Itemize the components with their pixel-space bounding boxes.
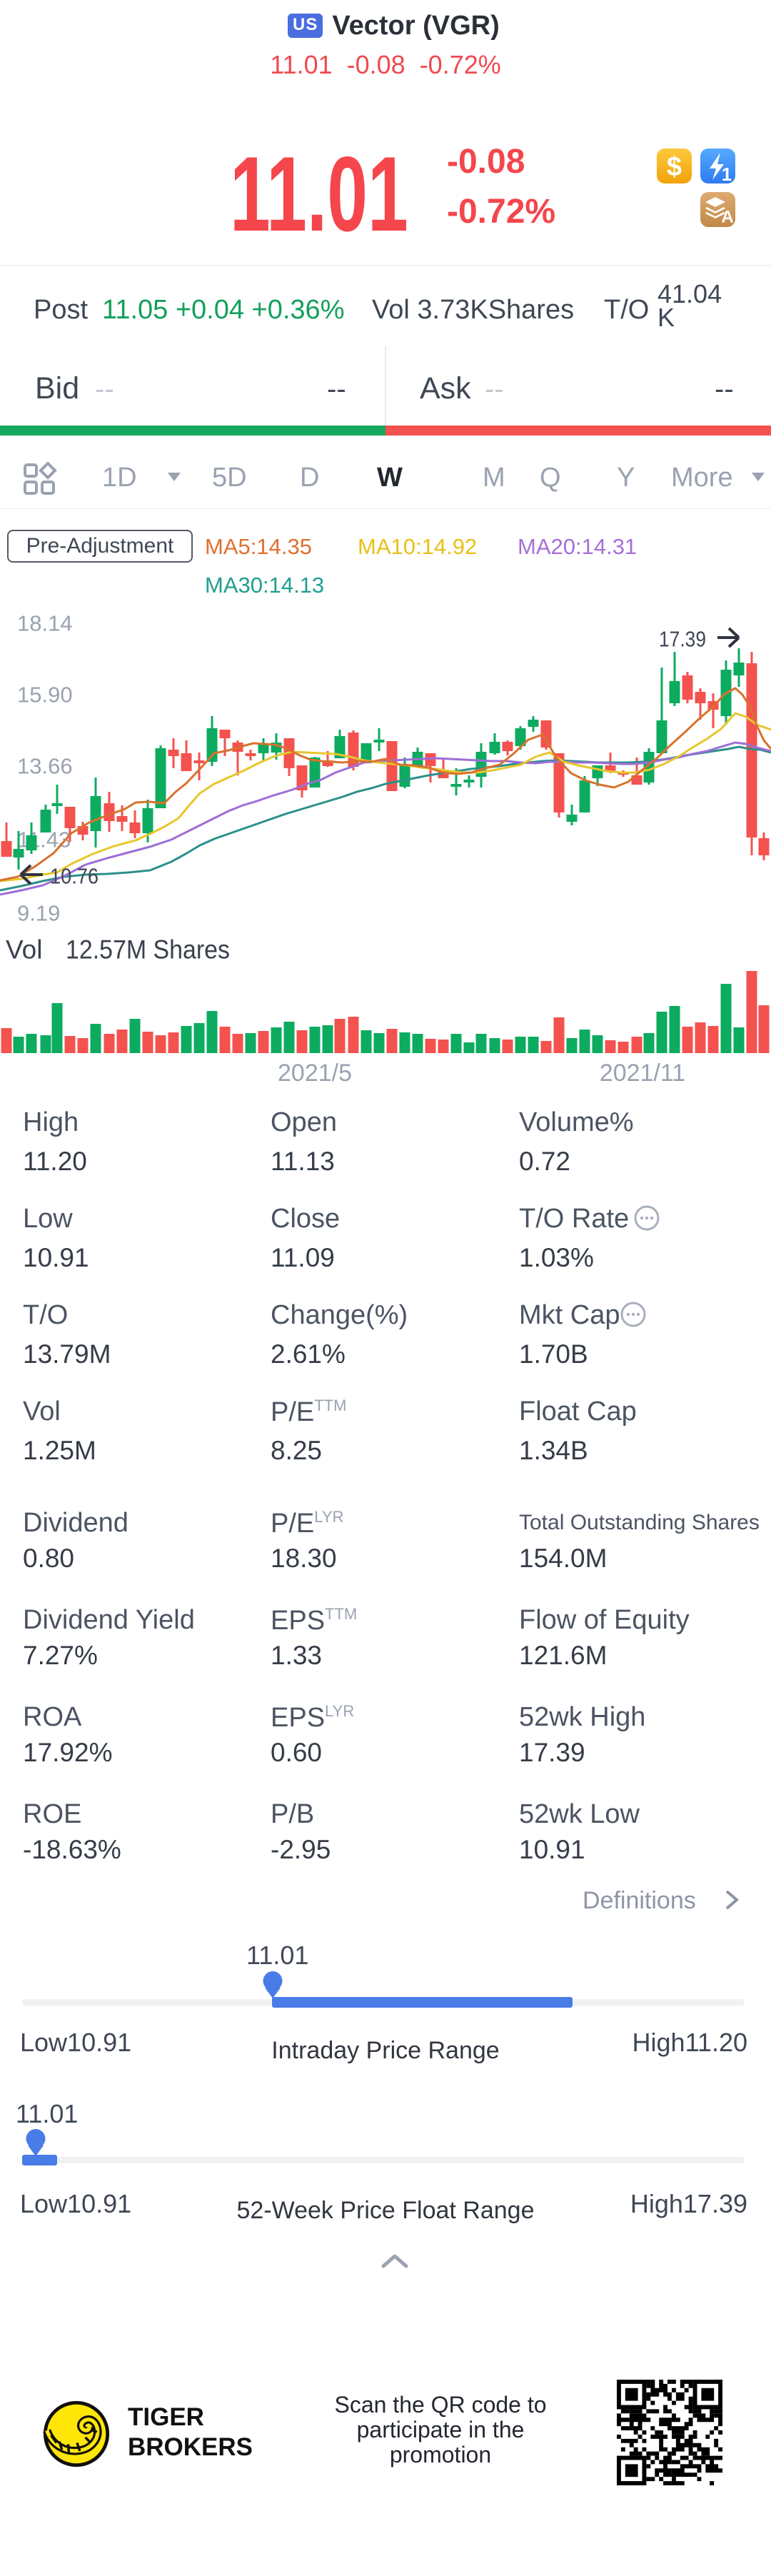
svg-text:17.39: 17.39 bbox=[659, 627, 706, 652]
svg-text:$: $ bbox=[667, 152, 682, 182]
svg-text:1: 1 bbox=[722, 163, 732, 185]
svg-text:2021/11: 2021/11 bbox=[600, 1060, 685, 1087]
svg-text:10.76: 10.76 bbox=[50, 864, 99, 889]
svg-text:9.19: 9.19 bbox=[17, 901, 60, 926]
svg-text:15.90: 15.90 bbox=[17, 683, 73, 708]
svg-text:2021/5: 2021/5 bbox=[278, 1060, 352, 1087]
svg-text:18.14: 18.14 bbox=[17, 611, 73, 636]
svg-text:13.66: 13.66 bbox=[17, 754, 73, 779]
svg-text:12.57M Shares: 12.57M Shares bbox=[66, 935, 230, 965]
svg-text:A: A bbox=[721, 208, 733, 227]
svg-text:Vol: Vol bbox=[6, 935, 42, 965]
